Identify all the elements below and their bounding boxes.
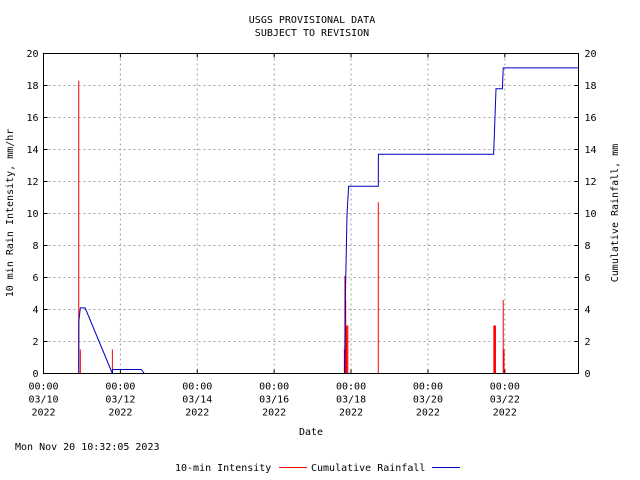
x-tick-label-year: 2022 [416,408,440,419]
y-tick-label-right: 14 [585,145,597,156]
x-tick-label-year: 2022 [31,408,55,419]
y-tick-label-left: 10 [26,209,38,220]
y-tick-label-left: 2 [32,337,38,348]
x-tick-label-time: 00:00 [490,382,520,393]
legend: 10-min Intensity Cumulative Rainfall [175,463,460,474]
y-tick-label-left: 16 [26,113,38,124]
plot-frame [43,53,579,374]
y-axis-left-title: 10 min Rain Intensity, mm/hr [5,129,16,298]
chart-header-line2: SUBJECT TO REVISION [255,28,369,39]
legend-label-intensity: 10-min Intensity [175,463,271,474]
intensity-series [78,80,505,374]
x-tick-label-date: 03/10 [28,395,58,406]
y-tick-label-left: 18 [26,81,38,92]
x-tick-label-date: 03/18 [336,395,366,406]
y-tick-label-right: 12 [585,177,597,188]
x-tick-label-year: 2022 [185,408,209,419]
y-tick-label-left: 0 [32,369,38,380]
x-tick-label-year: 2022 [493,408,517,419]
cumulative-line [78,67,579,374]
cumulative-series [78,67,579,374]
x-tick-label-date: 03/12 [105,395,135,406]
x-tick-label-time: 00:00 [413,382,443,393]
x-tick-label-year: 2022 [108,408,132,419]
y-tick-label-left: 8 [32,241,38,252]
y-tick-label-left: 12 [26,177,38,188]
x-tick-label-time: 00:00 [28,382,58,393]
y-tick-label-right: 8 [585,241,591,252]
footer-timestamp: Mon Nov 20 10:32:05 2023 [15,442,160,453]
y-tick-label-right: 4 [585,305,591,316]
x-axis-labels: 00:00 03/10 2022 00:00 03/12 2022 00:00 03/14 20… [28,382,519,419]
x-tick-label-year: 2022 [262,408,286,419]
y-axis-right-title: Cumulative Rainfall, mm [610,144,621,282]
axis-ticks [43,53,579,374]
chart-header-line1: USGS PROVISIONAL DATA [249,15,375,26]
x-axis-title: Date [299,427,323,438]
y-tick-label-right: 16 [585,113,597,124]
x-tick-label-date: 03/14 [182,395,212,406]
legend-label-cumulative: Cumulative Rainfall [311,463,425,474]
y-tick-label-left: 4 [32,305,38,316]
x-tick-label-time: 00:00 [105,382,135,393]
x-tick-label-time: 00:00 [259,382,289,393]
grid-lines [43,53,579,374]
x-tick-label-year: 2022 [339,408,363,419]
y-tick-label-left: 14 [26,145,38,156]
x-tick-label-date: 03/22 [490,395,520,406]
y-axis-right-labels: 0 2 4 6 8 10 12 14 16 18 20 [585,49,597,380]
x-tick-label-date: 03/20 [413,395,443,406]
y-tick-label-right: 10 [585,209,597,220]
y-tick-label-right: 6 [585,273,591,284]
y-tick-label-left: 6 [32,273,38,284]
x-tick-label-date: 03/16 [259,395,289,406]
y-tick-label-right: 20 [585,49,597,60]
y-axis-left-labels: 0 2 4 6 8 10 12 14 16 18 20 [26,49,38,380]
x-tick-label-time: 00:00 [336,382,366,393]
y-tick-label-right: 0 [585,369,591,380]
y-tick-label-right: 18 [585,81,597,92]
y-tick-label-left: 20 [26,49,38,60]
y-tick-label-right: 2 [585,337,591,348]
x-tick-label-time: 00:00 [182,382,212,393]
